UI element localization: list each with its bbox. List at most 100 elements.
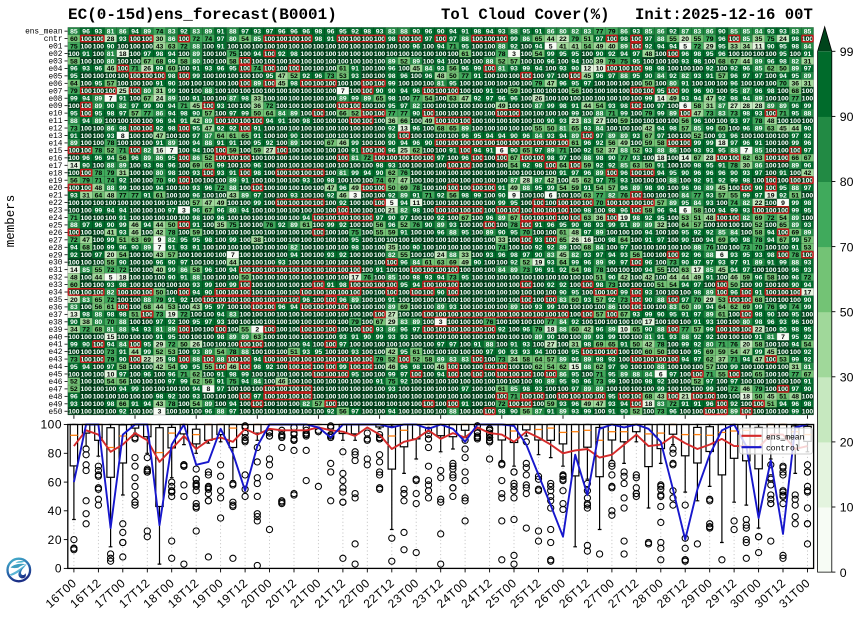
svg-text:931001009891941008910094100100: 9310010098919410089100941001001001001008…	[70, 401, 811, 408]
svg-text:e44: e44	[48, 364, 62, 372]
svg-text:100100100911001001001001009810: 1001001009110010010010010098100961001001…	[81, 215, 814, 222]
svg-text:e41: e41	[48, 342, 62, 350]
svg-text:e03: e03	[48, 59, 62, 67]
svg-text:941009996908991939110010010010: 9410099969089919391100100100100100100100…	[70, 245, 799, 252]
svg-text:999489911008910091100100879810: 9994899110089100911001008798100100100100…	[70, 96, 813, 103]
svg-text:100100899082979990941009310010: 1001008990829799909410093100100100100100…	[68, 103, 811, 110]
svg-text:80: 80	[48, 447, 62, 461]
svg-text:100100100821009410010010010010: 1001001008210094100100100100100100100100…	[68, 148, 811, 155]
svg-text:e24: e24	[48, 215, 62, 223]
svg-text:20: 20	[840, 436, 854, 450]
svg-text:ens_mean: ens_mean	[25, 29, 62, 37]
svg-text:e23: e23	[48, 208, 62, 216]
svg-text:90: 90	[840, 110, 854, 124]
svg-text:Tol Cloud Cover(%): Tol Cloud Cover(%)	[441, 6, 609, 24]
svg-text:100100801001009980100100100100: 1001008010010099801001001001001001001001…	[81, 58, 800, 65]
svg-text:cntr: cntr	[44, 36, 63, 44]
svg-text:100951001001009190100100100100: 1009510010010091901001001001001001008910…	[81, 81, 777, 88]
svg-text:e45: e45	[48, 372, 62, 380]
svg-text:70: 70	[840, 240, 854, 254]
svg-text:891001001001001009189100948891: 8910010010010010091891009488919110095921…	[70, 140, 811, 147]
svg-text:988898981001001009483100100100: 9888989810010010094831001001001001001001…	[82, 312, 813, 319]
svg-text:e42: e42	[48, 349, 62, 357]
svg-text:e22: e22	[48, 200, 62, 208]
svg-text:831001001001009597100100100100: 8310010010010095971001001001009694100100…	[70, 304, 811, 311]
svg-text:e35: e35	[48, 297, 62, 305]
svg-text:100100100971009610096100919899: 1001001009710096100961009198991001001001…	[68, 371, 789, 378]
svg-text:e16: e16	[48, 155, 62, 163]
svg-text:100100999494100100100979696809: 1001009994941001001009796968094100100100…	[68, 207, 811, 214]
svg-text:100911008110097989410089100100: 1009110081100979894100891001001009410092…	[68, 51, 811, 58]
svg-text:767243365775463472614494777: 767243365775463472614494777	[109, 96, 800, 103]
svg-text:100100100100909188100100100100: 1001001001009091881001001001001001001001…	[81, 274, 800, 281]
svg-text:60: 60	[48, 475, 62, 489]
svg-text:921001009010010010010089911001: 9210010090100100100100899110010010010093…	[119, 178, 813, 185]
svg-text:e30: e30	[48, 260, 62, 268]
svg-text:e32: e32	[48, 275, 62, 283]
svg-text:961001001001001001009892100931: 9610010010010010010098921009310010010010…	[70, 394, 813, 401]
svg-text:e38: e38	[48, 319, 62, 327]
svg-text:e25: e25	[48, 223, 62, 231]
svg-text:e08: e08	[48, 96, 62, 104]
svg-text:889796909994100911001001009289: 8897969099941009110010010092891009992100…	[70, 222, 811, 229]
svg-text:100969694968986951008610010010: 1009696949689869510086100100100100100100…	[68, 155, 789, 162]
svg-text:e06: e06	[48, 81, 62, 89]
svg-text:e29: e29	[48, 252, 62, 260]
svg-text:100100939810010010010010093991: 1001009398100100100100100939910099100100…	[81, 282, 812, 289]
svg-text:951009598978694989010097998489: 9510095989786949890100979984891001001001…	[70, 110, 811, 117]
svg-text:e15: e15	[48, 148, 62, 156]
svg-text:100100100919910093898810010010: 1001001009199100938988100100100939510010…	[68, 349, 811, 356]
svg-text:100100100100100979991948410010: 1001001001001009799919484100100100100100…	[81, 379, 812, 386]
svg-text:911001009310010010010097879110: 9110010093100100100100978791100100901001…	[70, 133, 811, 140]
svg-text:e39: e39	[48, 327, 62, 335]
svg-text:0: 0	[840, 566, 847, 580]
svg-text:members: members	[4, 195, 18, 248]
svg-text:e50: e50	[48, 409, 62, 417]
svg-text:e20: e20	[48, 185, 62, 193]
svg-text:100100100931001001001001001001: 1001001009310010010010010010010010010010…	[68, 230, 811, 237]
svg-text:e31: e31	[48, 267, 62, 275]
svg-text:e26: e26	[48, 230, 62, 238]
svg-text:99: 99	[840, 45, 854, 59]
svg-text:e28: e28	[48, 245, 62, 253]
svg-text:e09: e09	[48, 103, 62, 111]
svg-text:e37: e37	[48, 312, 62, 320]
svg-text:40: 40	[48, 504, 62, 518]
svg-text:100100100100809810093100939110: 1001001001008098100931009391100981001001…	[68, 170, 801, 177]
svg-text:e07: e07	[48, 88, 62, 96]
svg-text:100100100100100100919510010010: 1001001001001001009195100100100988989100…	[68, 334, 811, 341]
svg-text:control: control	[766, 445, 800, 454]
svg-text:e43: e43	[48, 357, 62, 365]
svg-text:e46: e46	[48, 379, 62, 387]
svg-text:e34: e34	[48, 290, 62, 298]
svg-text:e12: e12	[48, 126, 62, 134]
svg-text:100100100949910010010010094971: 1001001009499100100100100949710010010010…	[81, 386, 812, 393]
svg-text:0: 0	[55, 562, 62, 576]
svg-text:e13: e13	[48, 133, 62, 141]
svg-text:e47: e47	[48, 386, 62, 394]
svg-text:818894938189100100100100100100: 8188949381891001001001001001001001001001…	[107, 327, 812, 334]
svg-text:859693818694898392838991889793: 8596938186948983928389918897939796969698…	[70, 28, 811, 35]
svg-text:e33: e33	[48, 282, 62, 290]
svg-text:851001009986961009410010010010: 8510010099869610094100100100100100100100…	[82, 267, 811, 274]
svg-text:e05: e05	[48, 73, 62, 81]
svg-text:100100100100809910010088100100: 1001001001008099100100881001001001001001…	[81, 88, 814, 95]
svg-text:100: 100	[40, 418, 62, 432]
svg-text:939110010096100100899710010093: 9391100100961001008997100100931001009210…	[70, 192, 813, 199]
svg-text:50: 50	[840, 305, 854, 319]
svg-text:e36: e36	[48, 305, 62, 313]
svg-text:100100100100100100100100100100: 1001001001001001001001001001001001009910…	[68, 200, 811, 207]
svg-text:e27: e27	[48, 237, 62, 245]
svg-text:e02: e02	[48, 51, 62, 59]
svg-text:831001008891921001001001001001: 8310010088919210010010010010010010010010…	[82, 297, 811, 304]
svg-text:e10: e10	[48, 111, 62, 119]
svg-text:e48: e48	[48, 394, 62, 402]
svg-text:Init:2025-12-16 00T: Init:2025-12-16 00T	[635, 6, 813, 24]
svg-text:e11: e11	[48, 118, 62, 126]
svg-text:737922257952525873345864576237: 737922257952525873345864576237714753	[70, 356, 787, 363]
svg-text:e17: e17	[48, 163, 62, 171]
svg-text:100100889910010094100100939688: 1001008899100100941001009396881001001001…	[68, 185, 811, 192]
svg-text:889489100100100100969491891001: 8894891001001001009694918910010010010094…	[70, 118, 813, 125]
svg-text:80: 80	[840, 175, 854, 189]
svg-text:e04: e04	[48, 66, 62, 74]
